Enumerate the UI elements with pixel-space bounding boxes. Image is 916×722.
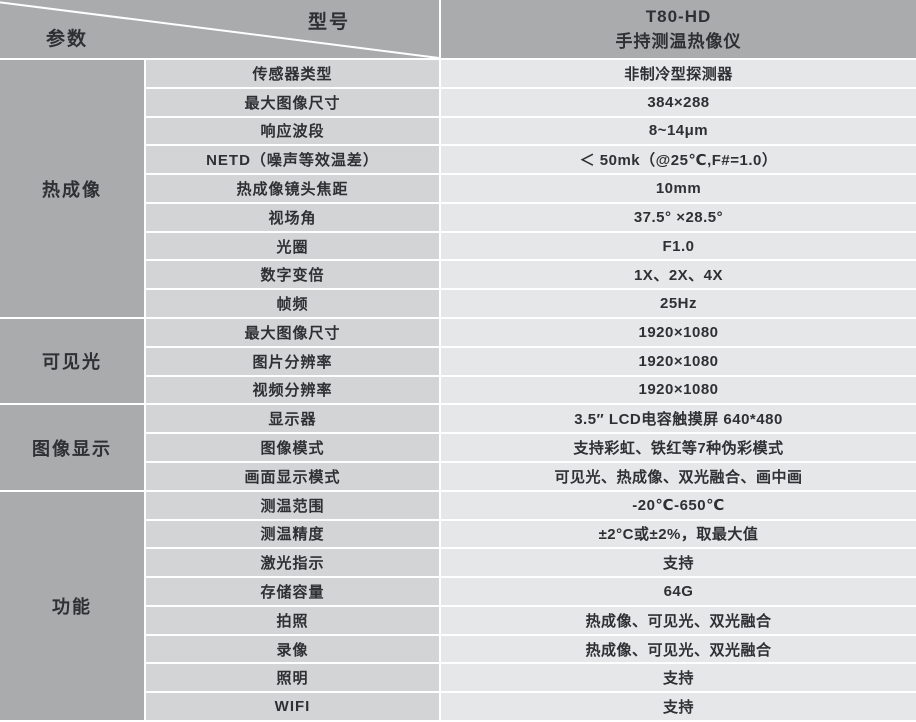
table-row: WIFI 支持	[0, 693, 916, 722]
param-cell: 拍照	[146, 606, 441, 636]
value-cell: ±2°C或±2%，取最大值	[441, 520, 916, 550]
diagonal-divider-line	[0, 0, 439, 58]
header-parameter-label: 参数	[46, 29, 89, 50]
category-cell: 可见光	[0, 319, 146, 406]
table-row: 热成像镜头焦距 10mm	[0, 175, 916, 204]
value-cell: 1920×1080	[441, 347, 916, 377]
value-cell: 64G	[441, 578, 916, 607]
table-row: 光圈 F1.0	[0, 232, 916, 262]
value-cell: 1X、2X、4X	[441, 261, 916, 291]
param-cell: 图片分辨率	[146, 347, 441, 377]
value-cell: ＜ 50mk（@25℃,F#=1.0）	[441, 146, 916, 176]
table-row: 最大图像尺寸 384×288	[0, 88, 916, 118]
table-row: 录像 热成像、可见光、双光融合	[0, 635, 916, 665]
table-row: NETD（噪声等效温差）＜ 50mk（@25℃,F#=1.0）	[0, 146, 916, 176]
value-cell: 3.5″ LCD电容触摸屏 640*480	[441, 405, 916, 435]
value-cell: 25Hz	[441, 290, 916, 320]
param-cell: 视场角	[146, 203, 441, 233]
product-model: T80-HD	[645, 7, 712, 26]
value-cell: 384×288	[441, 88, 916, 118]
param-cell: 图像模式	[146, 434, 441, 463]
value-cell: 10mm	[441, 175, 916, 204]
header-corner-cell: 型号 参数	[0, 0, 441, 60]
table-row: 热成像 传感器类型 非制冷型探测器	[0, 60, 916, 320]
table-row: 功能 测温范围 -20℃-650℃	[0, 491, 916, 722]
table-row: 测温精度 ±2°C或±2%，取最大值	[0, 520, 916, 550]
value-cell: -20℃-650℃	[441, 491, 916, 521]
value-cell: 1920×1080	[441, 319, 916, 348]
table-row: 响应波段 8~14μm	[0, 117, 916, 147]
param-cell: NETD（噪声等效温差）	[146, 146, 441, 176]
param-cell: 最大图像尺寸	[146, 88, 441, 118]
table-row: 拍照 热成像、可见光、双光融合	[0, 606, 916, 636]
value-cell: 支持	[441, 693, 916, 722]
param-cell: 热成像镜头焦距	[146, 175, 441, 204]
table-row: 画面显示模式 可见光、热成像、双光融合、画中画	[0, 462, 916, 492]
param-cell: 测温范围	[146, 491, 441, 521]
table-row: 激光指示 支持	[0, 549, 916, 579]
table-row: 图片分辨率 1920×1080	[0, 347, 916, 377]
value-cell: 支持	[441, 549, 916, 579]
table-row: 照明 支持	[0, 664, 916, 694]
table-row: 图像显示 显示器 3.5″ LCD电容触摸屏 640*480	[0, 405, 916, 492]
header-row: 型号 参数 T80-HD 手持测温热像仪	[0, 0, 916, 60]
param-cell: 数字变倍	[146, 261, 441, 291]
value-cell: 支持彩虹、铁红等7种伪彩模式	[441, 434, 916, 463]
param-cell: 光圈	[146, 232, 441, 262]
category-cell: 图像显示	[0, 405, 146, 492]
header-model-label: 型号	[308, 12, 351, 33]
value-cell: 1920×1080	[441, 376, 916, 406]
table-row: 数字变倍 1X、2X、4X	[0, 261, 916, 291]
table-row: 帧频 25Hz	[0, 290, 916, 320]
param-cell: 传感器类型	[146, 60, 441, 89]
table-row: 视场角 37.5° ×28.5°	[0, 203, 916, 233]
value-cell: F1.0	[441, 232, 916, 262]
category-cell: 热成像	[0, 60, 146, 320]
param-cell: 激光指示	[146, 549, 441, 579]
param-cell: 帧频	[146, 290, 441, 320]
param-cell: 最大图像尺寸	[146, 319, 441, 348]
value-cell: 非制冷型探测器	[441, 60, 916, 89]
param-cell: 存储容量	[146, 578, 441, 607]
table-row: 视频分辨率 1920×1080	[0, 376, 916, 406]
param-cell: 显示器	[146, 405, 441, 435]
value-cell: 热成像、可见光、双光融合	[441, 606, 916, 636]
value-cell: 支持	[441, 664, 916, 694]
param-cell: 照明	[146, 664, 441, 694]
value-cell: 可见光、热成像、双光融合、画中画	[441, 462, 916, 492]
table-row: 可见光 最大图像尺寸 1920×1080	[0, 319, 916, 406]
table-row: 图像模式 支持彩虹、铁红等7种伪彩模式	[0, 434, 916, 463]
product-name: 手持测温热像仪	[615, 32, 742, 51]
header-product-cell: T80-HD 手持测温热像仪	[441, 0, 916, 60]
value-cell: 37.5° ×28.5°	[441, 203, 916, 233]
value-cell: 8~14μm	[441, 117, 916, 147]
param-cell: 视频分辨率	[146, 376, 441, 406]
param-cell: 画面显示模式	[146, 462, 441, 492]
table-row: 存储容量 64G	[0, 578, 916, 607]
param-cell: WIFI	[146, 693, 441, 722]
spec-table-body: 热成像 传感器类型 非制冷型探测器 最大图像尺寸 384×288 响应波段 8~14μm NE…	[0, 60, 916, 722]
param-cell: 录像	[146, 635, 441, 665]
param-cell: 响应波段	[146, 117, 441, 147]
param-cell: 测温精度	[146, 520, 441, 550]
value-cell: 热成像、可见光、双光融合	[441, 635, 916, 665]
category-cell: 功能	[0, 491, 146, 722]
